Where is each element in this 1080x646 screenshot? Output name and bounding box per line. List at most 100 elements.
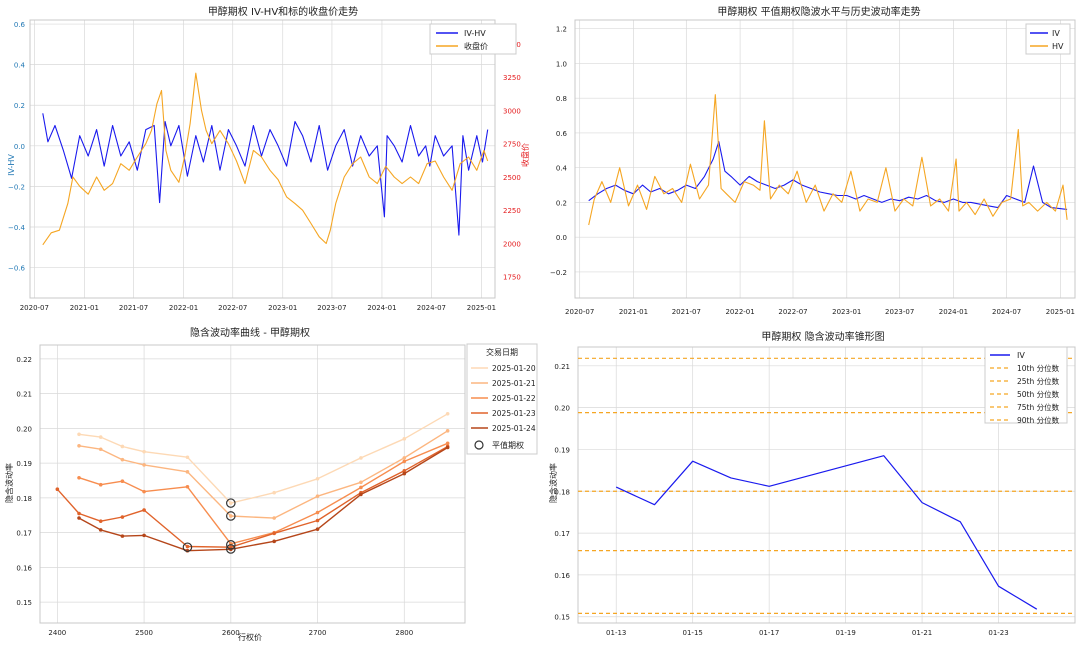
y-tick-label: 0.20 [16,425,32,433]
smile-point [402,471,407,476]
y-tick-label-right: 3000 [503,107,521,115]
y-tick-label: 0.17 [554,530,570,538]
y-tick-label-left: −0.6 [8,265,26,273]
smile-point [120,479,125,484]
y-tick-label: 0.17 [16,530,32,538]
plot-frame [574,19,1076,299]
plot-frame [39,344,466,624]
smile-point [315,527,320,531]
y-axis-label: 隐含波动率 [548,463,558,503]
y-tick-label-left: 0.4 [14,62,26,70]
x-tick-label: 2700 [309,629,327,637]
smile-point [77,516,81,520]
smile-point [445,441,450,446]
smile-point [229,501,233,505]
chart-legend: 交易日期 2025-01-20 2025-01-21 2025-01-22 2025-… [466,343,538,455]
smile-point [120,534,125,538]
smile-point [77,443,81,448]
smile-point [315,476,320,481]
x-tick-label: 2022-07 [218,304,247,312]
x-tick-label: 2400 [48,629,66,637]
x-tick-label: 2021-01 [70,304,99,312]
y-tick-label: 0.18 [16,495,32,503]
smile-point [142,533,146,538]
y-tick-label-right: 2000 [503,240,521,248]
y-tick-label-right: 1750 [503,274,521,282]
x-tick-label: 01-13 [606,629,626,637]
series-line-hv [588,94,1068,226]
y-tick-label: 0.6 [556,130,568,138]
x-tick-label: 2020-07 [20,304,49,312]
series-line-iv-hv [42,113,489,236]
y-axis-label-left: IV-HV [7,154,16,176]
smile-point [229,514,233,518]
y-tick-label: 0.18 [554,488,570,496]
smile-point [98,528,103,532]
legend-label: 2025-01-22 [492,394,536,403]
y-tick-label: 0.21 [554,363,570,371]
smile-point [315,494,320,498]
y-tick-label-right: 2750 [503,141,521,149]
y-axis-label: 隐含波动率 [4,463,14,503]
legend-atm-marker [474,440,484,450]
smile-point [98,519,103,523]
smile-point [359,492,363,497]
smile-point [185,455,190,460]
series-line-close [42,72,489,246]
y-tick-label-left: 0.2 [14,102,25,110]
y-tick-label: 0.15 [16,599,32,607]
smile-point [315,518,320,523]
plot-frame [29,19,496,299]
legend-label-close: 收盘价 [464,41,488,51]
y-tick-label: 0.0 [556,234,567,242]
y-tick-label-left: −0.4 [8,224,26,232]
smile-point [77,432,81,437]
chart-title: 甲醇期权 IV-HV和标的收盘价走势 [208,5,358,18]
legend-label: 10th 分位数 [1017,363,1060,373]
smile-point [359,456,363,460]
atm-marker [182,542,193,553]
smile-point [98,435,103,439]
x-tick-label: 2023-01 [832,308,861,316]
smile-point [142,449,146,454]
legend-label: 2025-01-21 [492,379,536,388]
y-tick-label-right: 3250 [503,74,521,82]
atm-marker [226,498,236,508]
iv-cone-chart: 甲醇期权 隐含波动率锥形图 隐含波动率 0.15 0.16 0.17 0.18 0.19… [548,330,1076,637]
legend-label: 50th 分位数 [1017,389,1060,399]
x-tick-label: 2021-01 [619,308,648,316]
x-tick-label: 2023-01 [268,304,297,312]
y-tick-label: 0.15 [554,614,570,622]
iv-hv-level-chart: 甲醇期权 平值期权隐波水平与历史波动率走势 −0.2 0.0 0.2 0.4 0.6 0.… [550,5,1076,316]
x-tick-label: 2024-07 [417,304,446,312]
chart-legend: IV-HV 收盘价 [429,23,517,55]
smile-point [185,544,190,549]
smile-line-2025-01-20 [78,413,449,504]
x-tick-label: 01-23 [988,629,1008,637]
x-tick-label: 2025-01 [1046,308,1075,316]
series-line-iv [588,141,1068,210]
legend-label: 2025-01-23 [492,409,536,418]
y-tick-label: 0.19 [16,460,32,468]
smile-point [120,444,125,449]
legend-label: 90th 分位数 [1017,415,1060,425]
smile-line-2025-01-23 [56,445,449,548]
x-tick-label: 2021-07 [672,308,701,316]
smile-point [402,456,407,460]
x-tick-label: 2024-01 [367,304,396,312]
chart-title: 甲醇期权 隐含波动率锥形图 [761,330,884,343]
smile-point [77,511,81,516]
y-tick-label: 0.2 [556,199,567,207]
smile-point [402,459,407,464]
legend-label-hv: HV [1052,42,1064,51]
smile-point [185,484,190,489]
y-tick-label: 0.4 [556,165,568,173]
x-tick-label: 2022-07 [778,308,807,316]
legend-label-iv: IV [1017,351,1025,360]
y-tick-label: 0.21 [16,391,32,399]
chart-legend: IV HV [1025,23,1071,55]
smile-point [445,429,450,433]
chart-title: 甲醇期权 平值期权隐波水平与历史波动率走势 [717,5,920,18]
legend-label: 25th 分位数 [1017,376,1060,386]
smile-point [272,531,276,536]
